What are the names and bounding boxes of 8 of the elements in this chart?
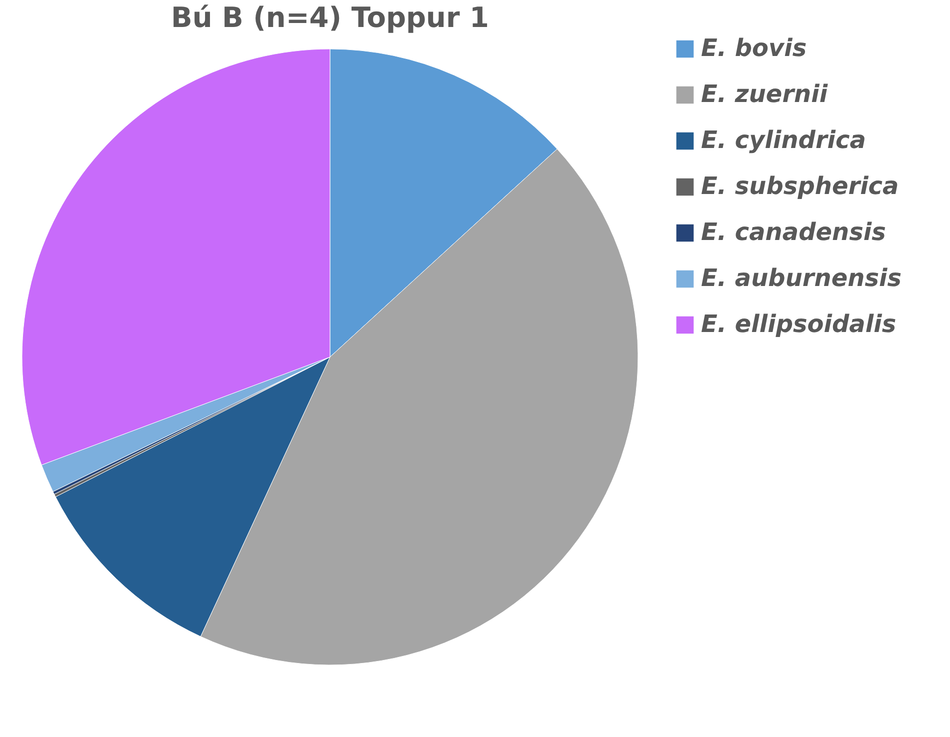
legend-label: E. auburnensis bbox=[701, 264, 902, 292]
legend-label: E. cylindrica bbox=[701, 126, 866, 154]
legend-label: E. canadensis bbox=[701, 218, 886, 246]
legend-label: E. ellipsoidalis bbox=[701, 310, 896, 338]
legend-label: E. zuernii bbox=[701, 80, 828, 108]
legend-label: E. subspherica bbox=[701, 172, 899, 200]
chart-title: Bú B (n=4) Toppur 1 bbox=[170, 1, 490, 34]
legend-label: E. bovis bbox=[701, 34, 807, 62]
